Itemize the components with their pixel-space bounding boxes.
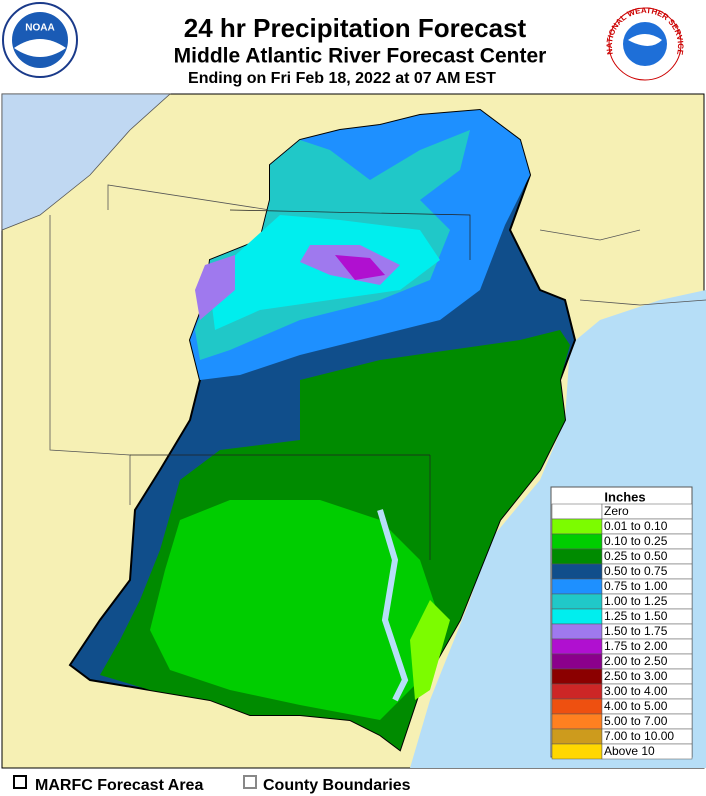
legend-swatch: [551, 533, 603, 550]
footer-label: County Boundaries: [263, 777, 411, 794]
legend-swatch: [551, 563, 603, 580]
date: Ending on Fri Feb 18, 2022 at 07 AM EST: [188, 70, 496, 87]
legend-swatch: [551, 743, 603, 760]
legend-label: 5.00 to 7.00: [604, 714, 668, 728]
legend-label: 1.00 to 1.25: [604, 594, 668, 608]
legend-label: 4.00 to 5.00: [604, 699, 668, 713]
subtitle: Middle Atlantic River Forecast Center: [174, 45, 547, 68]
legend-swatch: [551, 698, 603, 715]
noaa-label: NOAA: [25, 23, 54, 34]
legend-swatch: [551, 608, 603, 625]
legend-label: 0.01 to 0.10: [604, 519, 668, 533]
legend-swatch: [551, 668, 603, 685]
title: 24 hr Precipitation Forecast: [184, 13, 527, 43]
legend-swatch: [551, 593, 603, 610]
legend-label: Zero: [604, 504, 629, 518]
legend-label: Above 10: [604, 744, 655, 758]
noaa-logo: NOAA: [2, 2, 78, 78]
legend-label: 0.10 to 0.25: [604, 534, 668, 548]
legend-label: 1.25 to 1.50: [604, 609, 668, 623]
legend-label: 7.00 to 10.00: [604, 729, 674, 743]
legend-swatch: [551, 623, 603, 640]
footer-label: MARFC Forecast Area: [35, 777, 203, 794]
forecast-area-icon: [13, 775, 27, 789]
map: [1, 93, 706, 769]
legend-label: 0.50 to 0.75: [604, 564, 668, 578]
legend-label: 0.25 to 0.50: [604, 549, 668, 563]
legend-row: [601, 743, 693, 760]
legend-swatch: [551, 503, 603, 520]
legend-swatch: [551, 548, 603, 565]
nws-logo: NATIONAL WEATHER SERVICE: [605, 6, 685, 81]
legend-swatch: [551, 653, 603, 670]
legend-label: 2.00 to 2.50: [604, 654, 668, 668]
county-icon: [243, 775, 257, 789]
legend-swatch: [551, 713, 603, 730]
legend-swatch: [551, 728, 603, 745]
legend-swatch: [551, 683, 603, 700]
legend-swatch: [551, 638, 603, 655]
legend-label: 3.00 to 4.00: [604, 684, 668, 698]
legend-swatch: [551, 578, 603, 595]
legend-label: 0.75 to 1.00: [604, 579, 668, 593]
legend-swatch: [551, 518, 603, 535]
legend-label: 1.75 to 2.00: [604, 639, 668, 653]
legend-label: 2.50 to 3.00: [604, 669, 668, 683]
legend-title: Inches: [604, 489, 645, 504]
legend-label: 1.50 to 1.75: [604, 624, 668, 638]
